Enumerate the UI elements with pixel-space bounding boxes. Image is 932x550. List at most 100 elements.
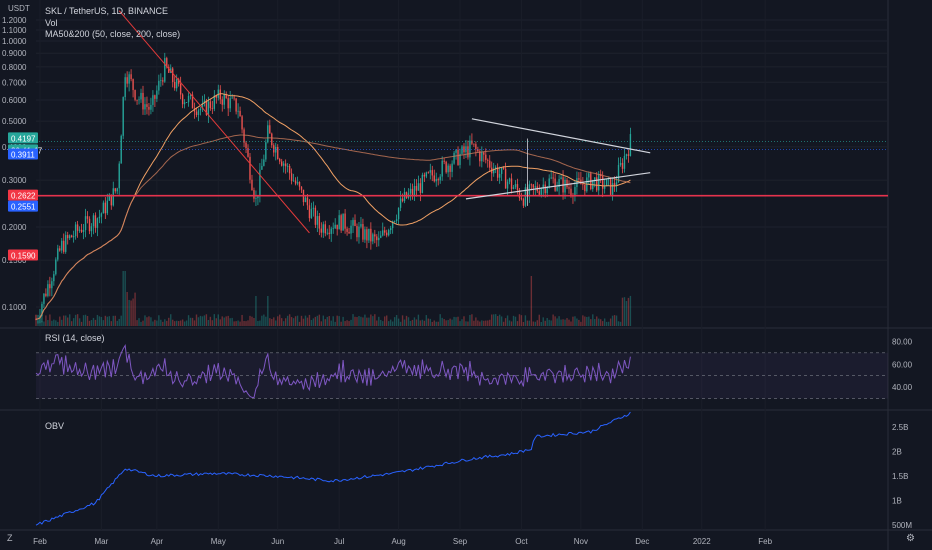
candle-body bbox=[483, 152, 485, 155]
volume-bar bbox=[601, 321, 604, 326]
candle-body bbox=[179, 83, 182, 95]
candle-body bbox=[275, 147, 277, 153]
volume-bar bbox=[312, 318, 315, 326]
volume-bar bbox=[352, 314, 354, 326]
volume-bar bbox=[170, 314, 172, 326]
candle-body bbox=[613, 183, 616, 186]
candle-body bbox=[596, 177, 598, 191]
candle-body bbox=[112, 188, 114, 206]
volume-bar bbox=[271, 319, 273, 326]
volume-bar bbox=[479, 321, 481, 326]
candle-body bbox=[296, 182, 299, 184]
volume-bar bbox=[146, 317, 148, 326]
price-tick-label: 0.9000 bbox=[2, 49, 27, 58]
volume-bar bbox=[498, 314, 501, 326]
candle-body bbox=[78, 229, 81, 231]
volume-bar bbox=[217, 314, 219, 326]
candle-body bbox=[516, 184, 519, 191]
candle-body bbox=[284, 163, 287, 167]
obv-tick-label: 2.5B bbox=[892, 423, 908, 432]
price-tick-label: 0.8000 bbox=[2, 63, 27, 72]
volume-bar bbox=[45, 315, 47, 326]
candle-body bbox=[439, 176, 441, 181]
volume-bar bbox=[199, 315, 202, 326]
volume-bar bbox=[516, 321, 519, 326]
volume-bar bbox=[397, 318, 400, 326]
volume-bar bbox=[524, 315, 527, 326]
candle-body bbox=[72, 236, 75, 238]
volume-bar bbox=[158, 315, 160, 326]
volume-bar bbox=[96, 314, 99, 326]
volume-bar bbox=[582, 315, 584, 326]
candle-body bbox=[522, 199, 525, 206]
candle-body bbox=[384, 230, 386, 233]
candle-body bbox=[550, 177, 552, 179]
volume-bar bbox=[540, 321, 542, 326]
candle-body bbox=[500, 167, 503, 174]
volume-bar bbox=[574, 316, 576, 326]
volume-bar bbox=[393, 317, 396, 326]
volume-bar bbox=[449, 318, 451, 326]
price-badge-label: 0.4197 bbox=[11, 134, 36, 143]
candle-body bbox=[382, 230, 384, 236]
candle-body bbox=[304, 197, 307, 203]
candle-body bbox=[512, 187, 515, 189]
volume-bar bbox=[108, 316, 111, 326]
volume-bar bbox=[419, 320, 422, 326]
candle-body bbox=[237, 110, 239, 112]
volume-bar bbox=[346, 320, 348, 326]
candle-body bbox=[568, 187, 570, 189]
volume-bar bbox=[625, 300, 628, 326]
candle-body bbox=[399, 198, 402, 208]
candle-body bbox=[445, 161, 447, 173]
volume-bar bbox=[600, 319, 602, 326]
volume-bar bbox=[441, 317, 443, 326]
candle-body bbox=[619, 162, 622, 165]
candle-body bbox=[475, 144, 477, 150]
candle-body bbox=[280, 161, 283, 166]
volume-bar bbox=[124, 271, 126, 326]
volume-bar bbox=[538, 314, 540, 326]
candle-body bbox=[326, 232, 328, 234]
volume-bar bbox=[193, 320, 196, 326]
volume-bar bbox=[177, 321, 180, 326]
volume-bar bbox=[534, 321, 537, 326]
volume-bar bbox=[615, 315, 618, 326]
candle-body bbox=[267, 125, 269, 143]
volume-bar bbox=[294, 316, 297, 326]
candle-body bbox=[479, 151, 481, 162]
volume-bar bbox=[251, 316, 253, 326]
candle-body bbox=[249, 156, 251, 180]
candle-body bbox=[90, 226, 93, 232]
volume-bar bbox=[120, 315, 122, 326]
price-tick-label: 0.1000 bbox=[2, 303, 27, 312]
candle-body bbox=[542, 184, 544, 189]
volume-bar bbox=[627, 297, 630, 326]
candle-body bbox=[467, 146, 469, 158]
candle-body bbox=[348, 231, 350, 234]
volume-bar bbox=[387, 321, 390, 326]
candle-body bbox=[122, 97, 124, 136]
volume-bar bbox=[49, 314, 51, 326]
volume-bar bbox=[197, 317, 200, 326]
candle-body bbox=[433, 175, 435, 182]
volume-bar bbox=[544, 320, 546, 326]
candle-body bbox=[401, 198, 404, 202]
volume-bar bbox=[556, 318, 558, 326]
volume-bar bbox=[461, 319, 463, 326]
candle-body bbox=[520, 197, 523, 200]
candle-body bbox=[489, 160, 491, 168]
volume-bar bbox=[53, 319, 55, 326]
candle-body bbox=[582, 184, 584, 186]
volume-bar bbox=[292, 318, 295, 326]
candle-body bbox=[552, 177, 554, 179]
volume-bar bbox=[584, 316, 586, 326]
time-tick-label: Dec bbox=[635, 537, 649, 546]
obv-tick-label: 1B bbox=[892, 497, 902, 506]
candle-body bbox=[455, 149, 457, 153]
candle-body bbox=[235, 98, 237, 112]
volume-bar bbox=[494, 314, 497, 326]
volume-bar bbox=[183, 321, 186, 326]
volume-bar bbox=[76, 314, 79, 326]
candle-body bbox=[584, 184, 586, 192]
